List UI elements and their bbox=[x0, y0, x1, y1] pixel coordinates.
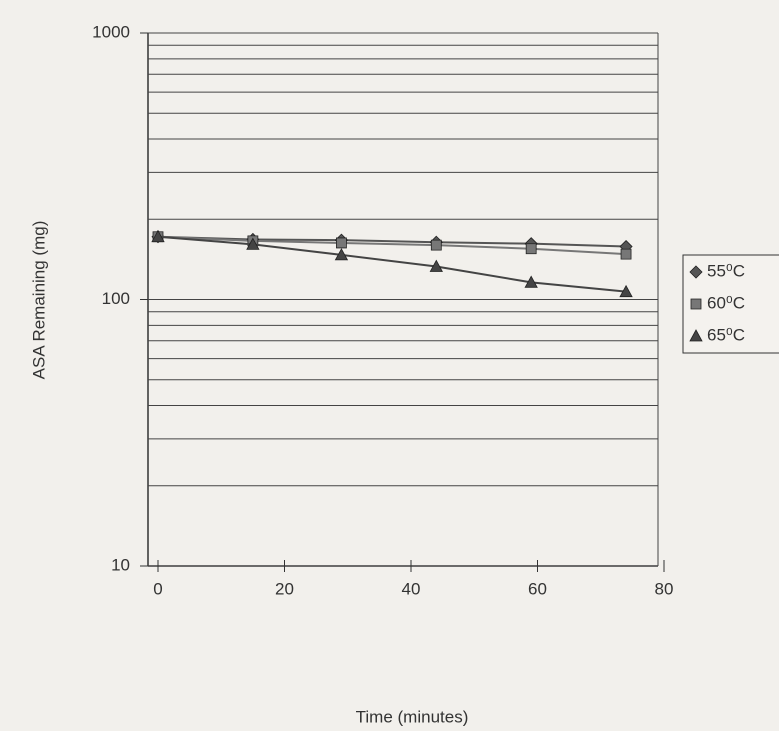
marker bbox=[619, 284, 633, 298]
marker bbox=[430, 239, 442, 251]
series-line bbox=[157, 235, 627, 248]
legend-label: 55⁰C bbox=[707, 261, 745, 280]
series-line bbox=[157, 235, 627, 293]
legend-marker bbox=[689, 329, 703, 342]
marker bbox=[525, 243, 537, 255]
y-axis-label: ASA Remaining (mg) bbox=[29, 221, 48, 380]
x-tick-label: 0 bbox=[153, 579, 162, 598]
legend-marker bbox=[690, 298, 702, 310]
y-tick-label: 1000 bbox=[92, 22, 130, 41]
x-axis-label: Time (minutes) bbox=[356, 707, 469, 726]
x-tick-label: 80 bbox=[655, 579, 674, 598]
legend-marker bbox=[689, 265, 703, 279]
marker bbox=[336, 237, 347, 249]
x-tick-label: 20 bbox=[275, 579, 294, 598]
y-tick-label: 100 bbox=[102, 289, 130, 308]
marker bbox=[334, 248, 349, 261]
legend-label: 65⁰C bbox=[707, 325, 745, 344]
x-tick-label: 60 bbox=[528, 579, 547, 598]
marker bbox=[429, 259, 443, 272]
marker bbox=[524, 275, 538, 288]
x-tick-label: 40 bbox=[402, 579, 421, 598]
marker bbox=[620, 248, 632, 260]
series-line bbox=[157, 235, 627, 256]
marker bbox=[246, 237, 260, 250]
legend-label: 60⁰C bbox=[707, 293, 745, 312]
y-tick-label: 10 bbox=[111, 555, 130, 574]
marker bbox=[151, 229, 165, 243]
